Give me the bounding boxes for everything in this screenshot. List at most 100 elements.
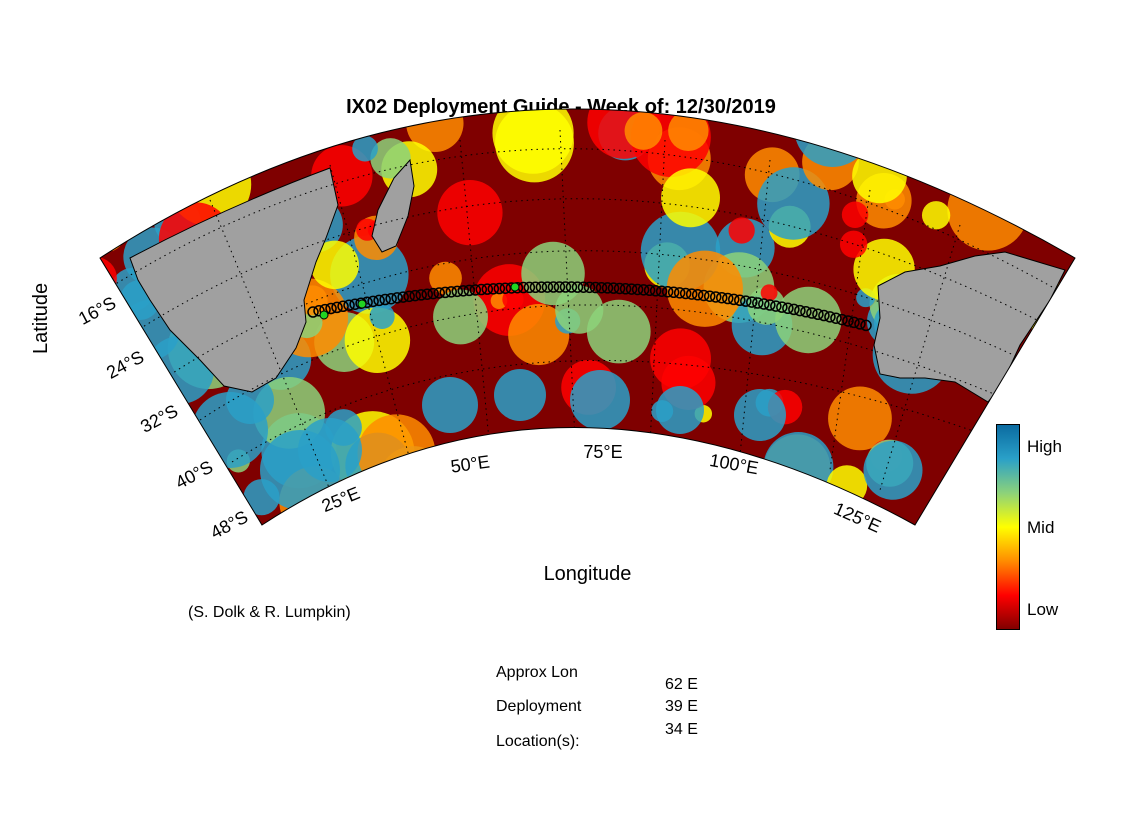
heat-cell xyxy=(429,261,462,295)
heat-cell xyxy=(370,138,411,179)
track-marker xyxy=(691,289,704,301)
x-axis-label: Longitude xyxy=(543,563,632,585)
track-marker xyxy=(631,283,644,296)
heat-cell xyxy=(357,414,436,493)
heat-cell xyxy=(422,377,478,433)
heat-cell xyxy=(555,285,604,334)
track-marker xyxy=(697,289,710,302)
track-marker xyxy=(391,292,403,304)
track-marker xyxy=(589,281,602,294)
track-marker xyxy=(451,285,464,298)
track-marker xyxy=(367,295,379,308)
track-marker xyxy=(457,285,470,297)
heat-cell xyxy=(433,289,488,345)
deployment-location-2: 39 E xyxy=(665,698,698,715)
track-marker xyxy=(529,281,542,293)
track-marker xyxy=(469,284,482,296)
heat-cell xyxy=(740,477,778,515)
track-marker xyxy=(655,285,668,297)
track-marker xyxy=(770,300,782,312)
heat-cell xyxy=(260,121,294,155)
track-marker xyxy=(421,288,433,300)
heat-cell xyxy=(369,303,395,330)
track-marker xyxy=(703,290,716,302)
deployment-label-line-3: Location(s): xyxy=(496,733,580,750)
heat-cell xyxy=(734,389,786,441)
deployment-marker xyxy=(510,282,520,292)
lon-tick-label: 50°E xyxy=(449,451,491,476)
track-marker xyxy=(523,281,536,294)
track-marker xyxy=(403,290,415,303)
track-marker xyxy=(619,283,632,295)
heat-cell xyxy=(494,369,546,421)
heat-cell xyxy=(298,418,362,482)
deployment-marker xyxy=(319,310,329,320)
track-marker xyxy=(709,291,722,303)
map-title: IX02 Deployment Guide - Week of: 12/30/2… xyxy=(346,96,776,118)
track-marker xyxy=(487,283,500,295)
track-marker xyxy=(433,287,445,299)
heat-cell xyxy=(760,284,778,302)
track-marker xyxy=(379,293,391,306)
track-marker xyxy=(325,302,337,315)
track-marker xyxy=(860,319,872,332)
lat-tick-label: 48°S xyxy=(207,507,251,543)
heat-cell xyxy=(570,370,630,430)
track-marker xyxy=(806,307,818,319)
heat-cell xyxy=(794,109,871,167)
track-marker xyxy=(607,282,620,294)
lat-tick-label: 32°S xyxy=(137,401,181,437)
heat-cell xyxy=(661,168,721,228)
heat-cell xyxy=(490,450,562,523)
heat-cell xyxy=(847,120,872,146)
track-marker xyxy=(583,281,596,294)
landmasses xyxy=(129,158,1066,403)
heat-cell xyxy=(100,214,126,252)
madagascar-landmass xyxy=(371,158,415,253)
africa-landmass xyxy=(129,167,339,393)
lat-tick-label: 24°S xyxy=(103,347,147,383)
heat-cell xyxy=(100,257,117,300)
track-marker xyxy=(788,303,800,316)
heat-cell xyxy=(685,497,755,525)
heat-cell xyxy=(1023,144,1075,201)
track-marker xyxy=(415,289,427,301)
track-marker xyxy=(830,312,842,324)
heat-cell xyxy=(406,109,464,153)
track-marker xyxy=(685,288,698,300)
track-marker xyxy=(481,283,494,295)
heat-cell xyxy=(586,299,651,364)
track-marker xyxy=(679,287,692,300)
track-marker xyxy=(740,295,752,307)
heat-cell xyxy=(964,128,1016,181)
track-marker xyxy=(571,281,584,293)
heat-cell xyxy=(651,469,697,515)
heat-cell xyxy=(763,432,834,503)
track-marker xyxy=(746,296,758,308)
track-marker xyxy=(842,315,854,327)
track-marker xyxy=(625,283,638,295)
track-marker xyxy=(601,282,614,294)
heat-cell xyxy=(310,240,360,290)
heat-cell xyxy=(852,148,907,204)
track-marker xyxy=(535,281,548,293)
track-marker xyxy=(541,281,554,293)
heat-cell xyxy=(663,462,700,500)
track-marker xyxy=(475,283,488,296)
heat-cell xyxy=(754,475,823,525)
track-marker xyxy=(854,318,866,330)
heat-cell xyxy=(757,167,830,240)
track-marker xyxy=(445,286,457,298)
heat-cell xyxy=(668,110,709,152)
map-sector xyxy=(99,108,1076,526)
heat-cell xyxy=(828,386,892,451)
track-marker xyxy=(667,286,680,299)
heat-cell xyxy=(437,179,503,246)
track-marker xyxy=(722,292,734,305)
track-marker xyxy=(547,281,560,293)
deployment-location-1: 62 E xyxy=(665,676,698,693)
heat-cell xyxy=(921,201,951,230)
track-marker xyxy=(427,287,439,300)
heat-cell xyxy=(650,328,712,390)
